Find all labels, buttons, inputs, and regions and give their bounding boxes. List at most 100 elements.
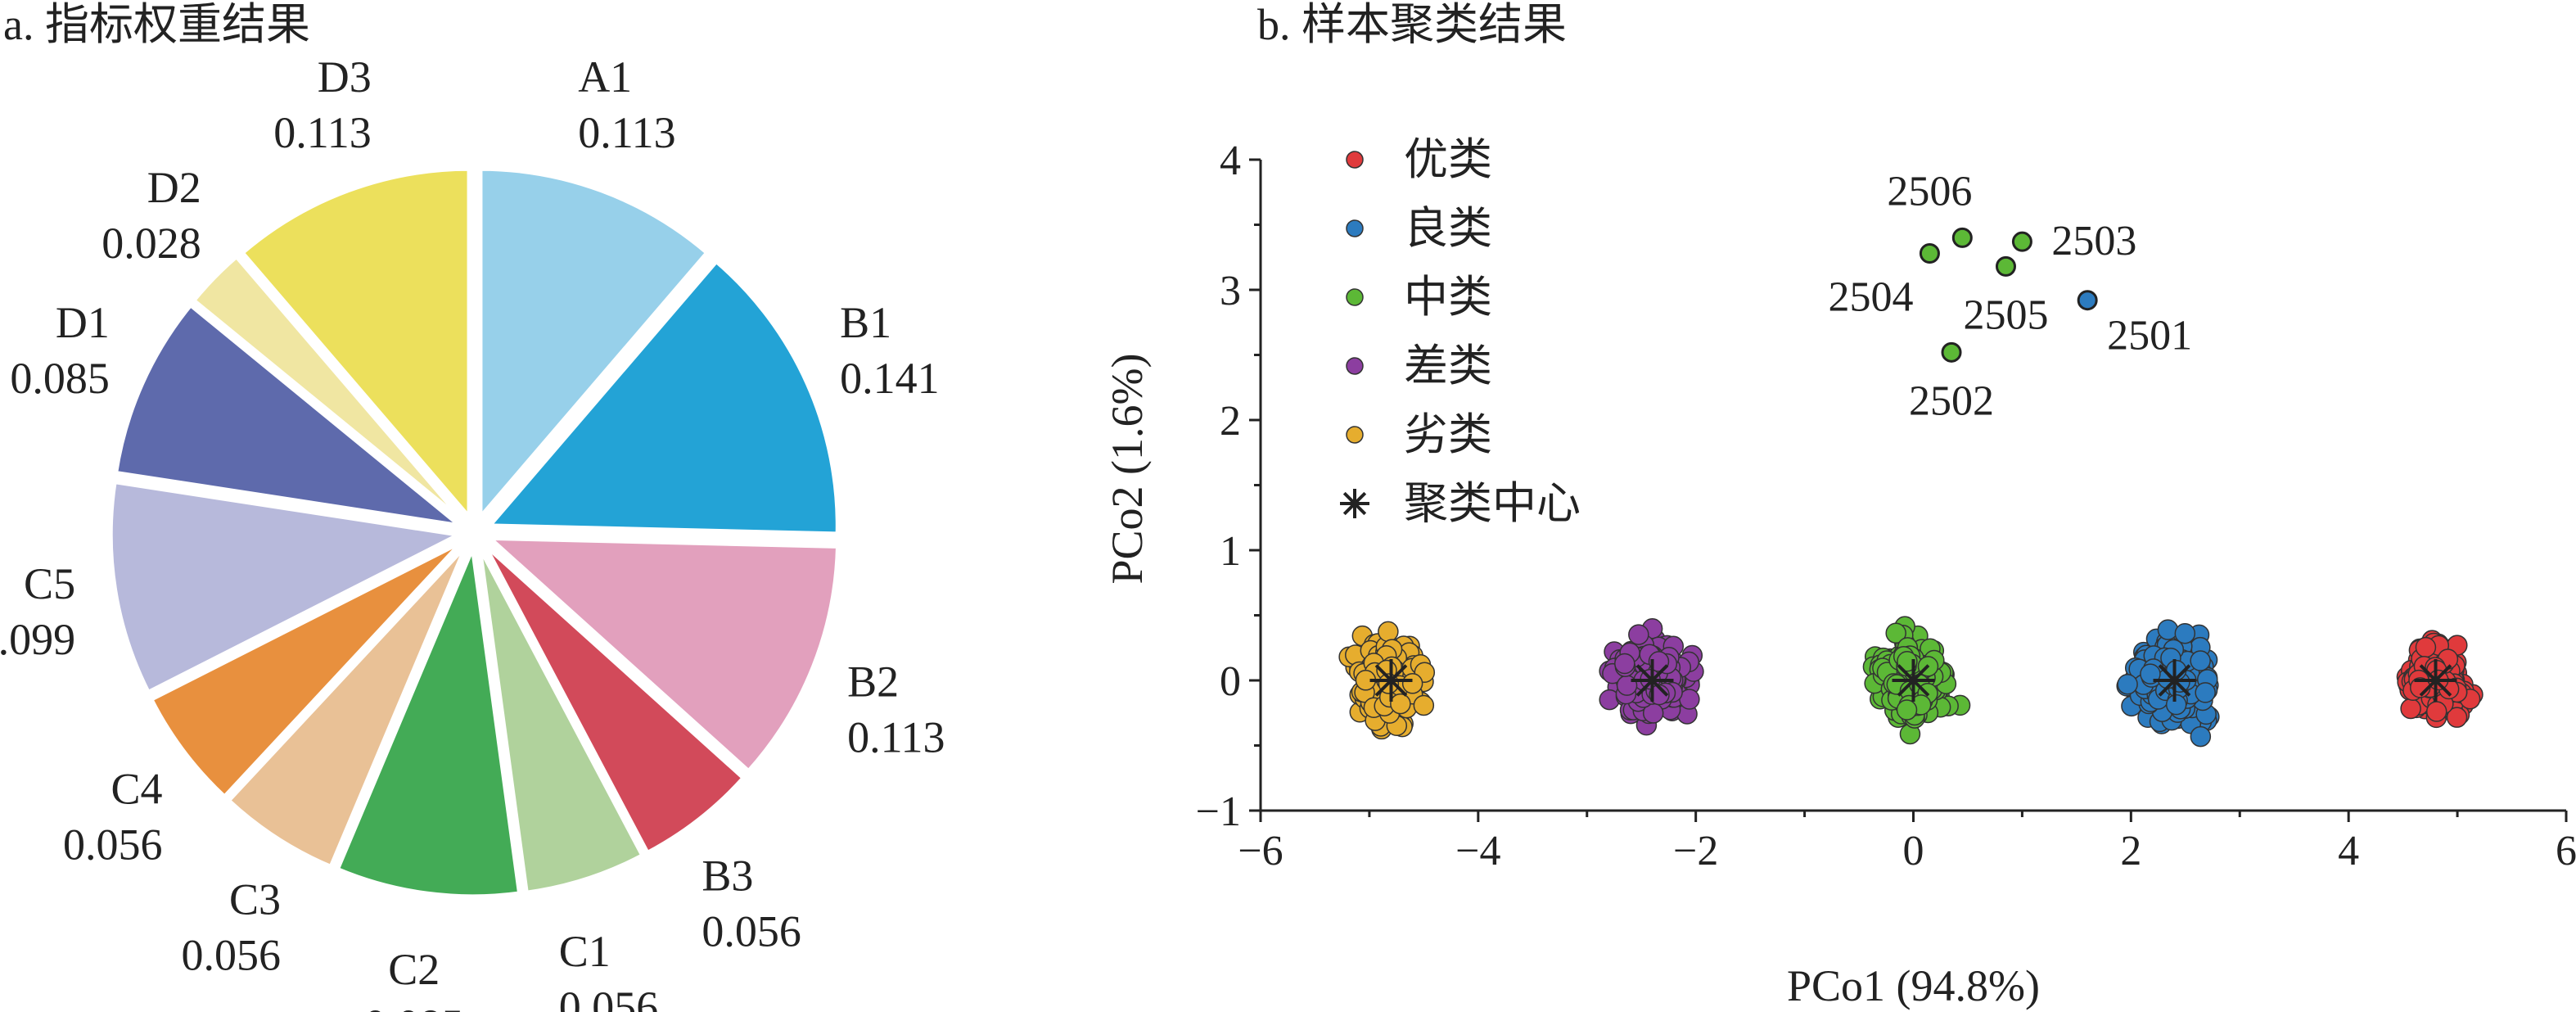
y-tick-label: 1 bbox=[1220, 528, 1241, 575]
pie-label-b3: B3 bbox=[702, 852, 753, 901]
x-axis-label: PCo1 (94.8%) bbox=[1787, 961, 2040, 1010]
pie-value-c1: 0.056 bbox=[559, 983, 659, 1012]
legend-label: 中类 bbox=[1404, 273, 1492, 322]
y-tick-label: 0 bbox=[1220, 658, 1241, 705]
pie-value-c3: 0.056 bbox=[182, 930, 282, 979]
cluster-point bbox=[1885, 622, 1906, 644]
y-axis-label: PCo2 (1.6%) bbox=[1103, 354, 1152, 585]
x-tick-label: 6 bbox=[2556, 828, 2576, 874]
outlier-label-2506: 2506 bbox=[1887, 168, 1972, 215]
y-tick-label: 3 bbox=[1220, 268, 1241, 314]
legend-label: 聚类中心 bbox=[1404, 479, 1581, 528]
legend-label: 优类 bbox=[1404, 135, 1492, 184]
cluster-point bbox=[1628, 624, 1649, 645]
outlier-label-2505: 2505 bbox=[1963, 291, 2048, 338]
pie-value-b2: 0.113 bbox=[847, 713, 945, 762]
outlier-label-2501: 2501 bbox=[2107, 313, 2192, 359]
cluster-point bbox=[2400, 698, 2421, 720]
x-tick-label: −6 bbox=[1238, 828, 1283, 874]
x-tick-label: −4 bbox=[1455, 828, 1500, 874]
cluster-劣类 bbox=[1338, 621, 1436, 740]
panel-b-title: b. 样本聚类结果 bbox=[1257, 0, 1567, 49]
cluster-point bbox=[2195, 682, 2216, 703]
pie-slice-c5 bbox=[108, 479, 466, 695]
legend-swatch bbox=[1346, 426, 1364, 444]
pie-slice-c1 bbox=[477, 546, 646, 895]
pie-value-a1: 0.113 bbox=[578, 108, 676, 157]
legend-swatch bbox=[1346, 219, 1364, 237]
x-tick-label: 2 bbox=[2120, 828, 2141, 874]
outlier-label-2504: 2504 bbox=[1828, 273, 1913, 320]
pie-slice-d2 bbox=[191, 253, 465, 522]
legend-swatch bbox=[1346, 288, 1364, 306]
cluster-point bbox=[2190, 650, 2211, 671]
pie-slice-c2 bbox=[335, 540, 522, 899]
pie-slice-c3 bbox=[225, 544, 468, 870]
panel-a-title: a. 指标权重结果 bbox=[3, 0, 310, 49]
legend-swatch bbox=[1346, 151, 1364, 169]
pie-label-d1: D1 bbox=[56, 298, 110, 347]
pie-chart: A1 0.113 B1 0.141 B2 0.113 B3 0.056 C1 0.056 C2 0.0… bbox=[0, 52, 945, 1012]
pie-label-c2: C2 bbox=[388, 945, 440, 994]
y-tick-label: −1 bbox=[1196, 788, 1241, 835]
cluster-point bbox=[2157, 619, 2179, 640]
cluster-point bbox=[2415, 636, 2437, 658]
cluster-point bbox=[1378, 621, 1399, 643]
cluster-优类 bbox=[2396, 630, 2484, 729]
cluster-point bbox=[2446, 707, 2468, 728]
cluster-center-marker bbox=[2153, 659, 2196, 702]
cluster-point bbox=[2117, 673, 2138, 695]
pie-label-b1: B1 bbox=[840, 298, 891, 347]
cluster-point bbox=[1896, 699, 1918, 721]
x-tick-label: 0 bbox=[1903, 828, 1924, 874]
pie-label-c3: C3 bbox=[229, 874, 281, 924]
pie-value-d3: 0.113 bbox=[273, 108, 372, 157]
pie-label-b2: B2 bbox=[847, 657, 899, 707]
cluster-center-marker bbox=[1631, 659, 1674, 702]
pie-value-b3: 0.056 bbox=[702, 907, 801, 956]
pie-slice-b3 bbox=[483, 543, 747, 856]
pie-slice-b1 bbox=[485, 258, 840, 536]
outlier-point-2506 bbox=[1951, 227, 1973, 248]
pie-label-d2: D2 bbox=[147, 163, 201, 212]
pie-label-c1: C1 bbox=[559, 927, 611, 976]
legend-label: 差类 bbox=[1404, 341, 1492, 391]
legend-label: 劣类 bbox=[1404, 410, 1492, 459]
cluster-center-marker bbox=[1340, 489, 1369, 518]
legend-label: 良类 bbox=[1404, 204, 1492, 253]
cluster-point bbox=[2165, 693, 2187, 716]
cluster-point bbox=[1649, 684, 1670, 706]
y-tick-label: 2 bbox=[1220, 398, 1241, 445]
outlier-point-2504 bbox=[1919, 242, 1940, 264]
outlier-point-2505 bbox=[1995, 255, 2016, 277]
cluster-center-marker bbox=[1892, 659, 1935, 702]
pie-label-c4: C4 bbox=[111, 765, 162, 814]
pie-value-c4: 0.056 bbox=[63, 820, 163, 870]
pie-value-d1: 0.085 bbox=[10, 354, 110, 403]
pie-value-c2: 0.085 bbox=[364, 1001, 464, 1012]
pie-slice-d3 bbox=[239, 166, 471, 522]
cluster-point bbox=[1401, 673, 1423, 694]
outlier-point-2503 bbox=[2011, 231, 2032, 252]
x-tick-label: 4 bbox=[2338, 828, 2359, 874]
cluster-point bbox=[2425, 701, 2447, 722]
outlier-label-2502: 2502 bbox=[1909, 377, 1994, 424]
cluster-差类 bbox=[1599, 617, 1704, 736]
cluster-point bbox=[1614, 653, 1635, 675]
cluster-point bbox=[1390, 693, 1411, 715]
cluster-point bbox=[1413, 694, 1435, 716]
pie-slice-a1 bbox=[478, 166, 711, 522]
pie-slice-b2 bbox=[484, 535, 841, 775]
cluster-center-marker bbox=[2414, 659, 2457, 702]
pie-slice-d1 bbox=[113, 302, 467, 529]
pie-label-a1: A1 bbox=[578, 52, 632, 102]
cluster-point bbox=[2190, 725, 2212, 748]
outlier-point-2502 bbox=[1941, 341, 1962, 363]
legend-swatch bbox=[1346, 357, 1364, 375]
pie-label-d3: D3 bbox=[318, 52, 372, 102]
cluster-point bbox=[2174, 622, 2196, 644]
outlier-label-2503: 2503 bbox=[2051, 218, 2136, 264]
y-tick-label: 4 bbox=[1220, 138, 1241, 184]
cluster-center-marker bbox=[1369, 659, 1413, 702]
